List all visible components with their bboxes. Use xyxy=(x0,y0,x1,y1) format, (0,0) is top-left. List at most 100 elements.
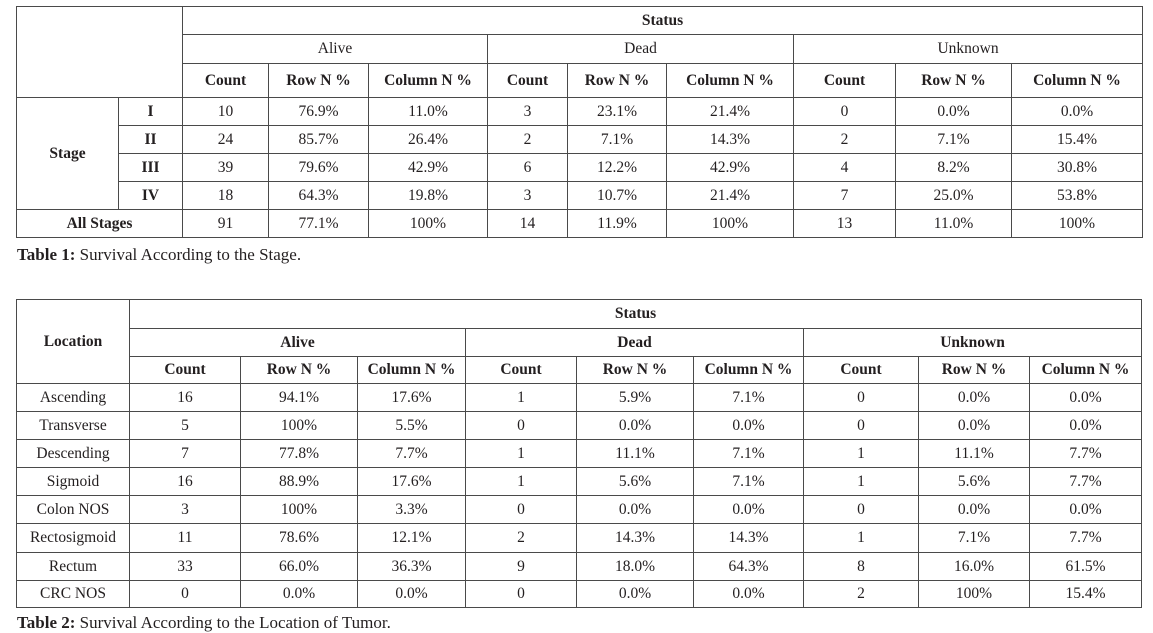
cell: 14.3% xyxy=(576,523,694,553)
cell: 0 xyxy=(803,495,919,524)
cell: 39 xyxy=(182,153,269,182)
cell: 3 xyxy=(487,181,568,210)
subheader-count: Count xyxy=(793,63,896,98)
cell: 61.5% xyxy=(1028,552,1143,581)
caption-label: Table 1: xyxy=(17,245,76,264)
table-row: III 39 79.6% 42.9% 6 12.2% 42.9% 4 8.2% … xyxy=(17,153,1144,182)
table-row: Rectosigmoid 11 78.6% 12.1% 2 14.3% 14.3… xyxy=(16,523,1143,553)
cell: 7.7% xyxy=(1028,467,1143,496)
table-caption: Table 2: Survival According to the Locat… xyxy=(17,613,391,633)
cell: 0.0% xyxy=(1010,97,1144,126)
cell: 0 xyxy=(129,580,241,608)
cell: 9 xyxy=(465,552,577,581)
row-label: Transverse xyxy=(16,411,130,440)
cell: 0.0% xyxy=(918,495,1030,524)
cell: 7.7% xyxy=(1028,523,1143,553)
row-label: II xyxy=(118,125,183,154)
cell: 0.0% xyxy=(576,495,694,524)
table-caption: Table 1: Survival According to the Stage… xyxy=(17,245,301,265)
cell: 100% xyxy=(240,495,358,524)
subheader-count: Count xyxy=(487,63,568,98)
cell: 7.1% xyxy=(567,125,667,154)
subheader-row-pct: Row N % xyxy=(576,356,694,384)
cell: 3 xyxy=(487,97,568,126)
cell: 76.9% xyxy=(268,97,369,126)
table-row: Transverse 5 100% 5.5% 0 0.0% 0.0% 0 0.0… xyxy=(16,411,1143,440)
row-label: Ascending xyxy=(16,383,130,412)
group-header-dead: Dead xyxy=(465,328,804,357)
cell: 0.0% xyxy=(1028,383,1143,412)
subheader-col-pct: Column N % xyxy=(666,63,794,98)
cell: 77.1% xyxy=(268,209,369,238)
cell: 2 xyxy=(803,580,919,608)
cell: 26.4% xyxy=(368,125,488,154)
cell: 21.4% xyxy=(666,181,794,210)
cell: 2 xyxy=(793,125,896,154)
cell: 21.4% xyxy=(666,97,794,126)
subheader-row-pct: Row N % xyxy=(240,356,358,384)
row-label: Colon NOS xyxy=(16,495,130,524)
cell: 42.9% xyxy=(666,153,794,182)
cell: 0.0% xyxy=(895,97,1012,126)
cell: 13 xyxy=(793,209,896,238)
cell: 5 xyxy=(129,411,241,440)
cell: 10.7% xyxy=(567,181,667,210)
cell: 11.0% xyxy=(895,209,1012,238)
cell: 16 xyxy=(129,383,241,412)
cell: 100% xyxy=(240,411,358,440)
cell: 1 xyxy=(803,439,919,468)
cell: 11.1% xyxy=(918,439,1030,468)
cell: 1 xyxy=(465,383,577,412)
cell: 1 xyxy=(465,439,577,468)
caption-text: Survival According to the Stage. xyxy=(75,245,302,264)
status-header: Status xyxy=(128,299,1143,329)
cell: 0 xyxy=(465,411,577,440)
cell: 14 xyxy=(487,209,568,238)
group-header-unknown: Unknown xyxy=(792,34,1144,64)
cell: 79.6% xyxy=(268,153,369,182)
row-label: CRC NOS xyxy=(16,580,130,608)
row-label: I xyxy=(118,97,183,126)
caption-text: Survival According to the Location of Tu… xyxy=(75,613,391,632)
table-survival-by-stage: Status Alive Dead Unknown Count Row N % … xyxy=(16,6,1144,238)
cell: 3 xyxy=(129,495,241,524)
table-row: II 24 85.7% 26.4% 2 7.1% 14.3% 2 7.1% 15… xyxy=(17,125,1144,154)
cell: 3.3% xyxy=(357,495,466,524)
subheader-col-pct: Column N % xyxy=(368,63,488,98)
row-label: III xyxy=(118,153,183,182)
table-row: Sigmoid 16 88.9% 17.6% 1 5.6% 7.1% 1 5.6… xyxy=(16,467,1143,496)
corner-cell xyxy=(16,6,183,98)
cell: 16.0% xyxy=(918,552,1030,581)
cell: 11.9% xyxy=(567,209,667,238)
group-header-unknown: Unknown xyxy=(802,328,1143,357)
cell: 0.0% xyxy=(918,383,1030,412)
group-header-alive: Alive xyxy=(182,34,488,64)
cell: 14.3% xyxy=(693,523,804,553)
cell: 7.1% xyxy=(693,383,804,412)
cell: 6 xyxy=(487,153,568,182)
subheader-count: Count xyxy=(182,63,269,98)
cell: 15.4% xyxy=(1010,125,1144,154)
cell: 7.1% xyxy=(693,439,804,468)
cell: 0 xyxy=(793,97,896,126)
cell: 100% xyxy=(666,209,794,238)
cell: 0.0% xyxy=(1028,495,1143,524)
cell: 5.6% xyxy=(918,467,1030,496)
cell: 0.0% xyxy=(693,411,804,440)
cell: 8.2% xyxy=(895,153,1012,182)
table-row: Stage I 10 76.9% 11.0% 3 23.1% 21.4% 0 0… xyxy=(16,97,1144,210)
cell: 0.0% xyxy=(240,580,358,608)
cell: 1 xyxy=(465,467,577,496)
cell: 64.3% xyxy=(693,552,804,581)
cell: 64.3% xyxy=(268,181,369,210)
table-row: Rectum 33 66.0% 36.3% 9 18.0% 64.3% 8 16… xyxy=(16,552,1143,581)
row-label: IV xyxy=(118,181,183,210)
cell: 94.1% xyxy=(240,383,358,412)
table-row: CRC NOS 0 0.0% 0.0% 0 0.0% 0.0% 2 100% 1… xyxy=(16,580,1143,608)
table-row: IV 18 64.3% 19.8% 3 10.7% 21.4% 7 25.0% … xyxy=(17,181,1144,210)
cell: 7 xyxy=(129,439,241,468)
cell: 53.8% xyxy=(1010,181,1144,210)
cell: 42.9% xyxy=(368,153,488,182)
cell: 12.1% xyxy=(357,523,466,553)
subheader-col-pct: Column N % xyxy=(1010,63,1144,98)
